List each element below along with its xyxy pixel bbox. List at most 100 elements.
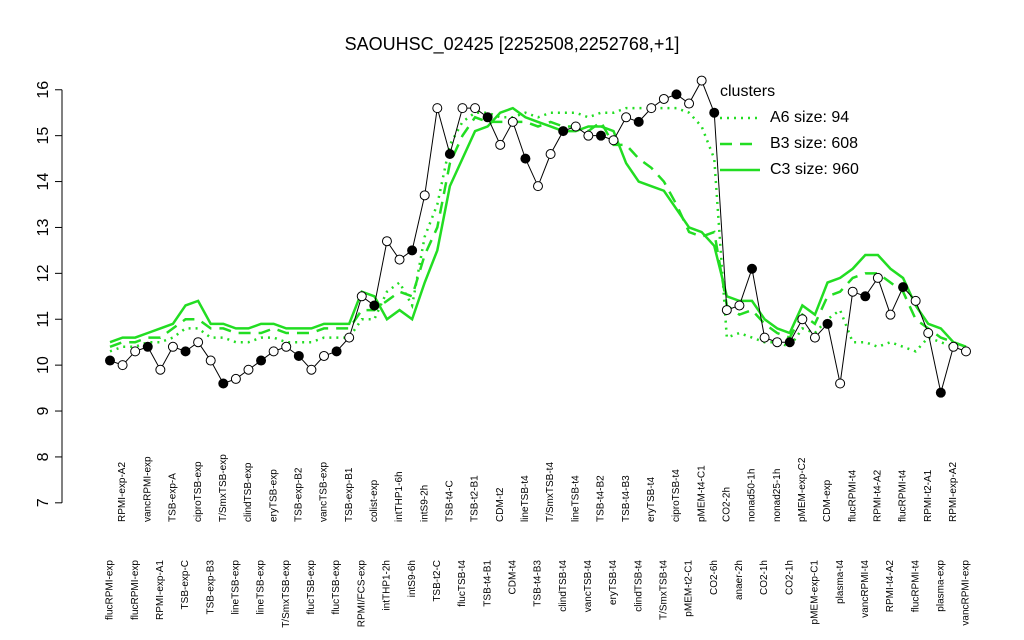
x-tick-label: intTHP1-2h <box>382 560 393 611</box>
expression-point <box>331 346 342 357</box>
expression-point <box>470 103 481 114</box>
expression-point <box>747 263 757 274</box>
expression-point <box>935 387 946 398</box>
y-tick-label: 10 <box>35 356 52 374</box>
x-tick-label: nonad25-1h <box>772 469 783 522</box>
expression-point <box>898 282 909 293</box>
expression-point <box>230 373 241 384</box>
expression-point <box>948 341 959 352</box>
expression-point <box>130 346 141 357</box>
expression-point <box>784 337 795 348</box>
expression-point <box>684 98 695 109</box>
expression-point <box>482 112 493 123</box>
legend-label: B3 size: 608 <box>770 135 858 152</box>
y-tick-label: 15 <box>35 127 52 145</box>
expression-point <box>306 364 317 375</box>
x-tick-label: CO2-1h <box>784 560 795 595</box>
x-tick-label: vancRPMI-exp <box>142 456 153 522</box>
x-tick-label: TSB-t4-B2 <box>596 475 607 522</box>
expression-point <box>394 254 405 265</box>
x-tick-label: CO2-2h <box>721 487 732 522</box>
x-tick-label: CDM-t2 <box>495 487 506 522</box>
expression-point <box>885 309 896 320</box>
expression-point <box>155 364 166 375</box>
expression-point <box>256 355 267 366</box>
x-tick-label: flucRPMI-t4 <box>898 469 909 522</box>
x-tick-label: TSB-t2-C <box>432 560 443 602</box>
expression-point <box>180 346 191 357</box>
x-tick-label: lineTSB-exp <box>256 560 267 615</box>
expression-point <box>105 355 115 366</box>
expression-point <box>520 153 531 164</box>
x-tick-label: clindTSB-t4 <box>558 560 569 612</box>
x-tick-label: T/SmxTSB-exp <box>218 454 229 522</box>
x-tick-label: intS9-2h <box>419 485 430 522</box>
expression-point <box>533 181 543 192</box>
expression-point <box>721 305 732 316</box>
expression-point <box>419 190 430 201</box>
x-tick-label: T/SmxTSB-exp <box>281 560 292 628</box>
cluster-line <box>109 106 967 353</box>
x-tick-label: CDM-t4 <box>507 560 518 595</box>
expression-point <box>583 130 594 141</box>
x-tick-label: pMEM-t4-C1 <box>696 465 707 522</box>
x-tick-label: TSB-exp-C <box>180 560 191 609</box>
x-tick-label: clindTSB-t4 <box>633 560 644 612</box>
expression-point <box>595 130 606 141</box>
x-tick-label: lineTSB-exp <box>231 560 242 615</box>
y-tick-label: 7 <box>35 498 52 507</box>
x-tick-label: pMEM-exp-C1 <box>810 560 821 625</box>
x-tick-label: vancRPMI-exp <box>961 560 972 626</box>
expression-point <box>117 360 128 371</box>
x-tick-label: flucRPMI-exp <box>105 560 116 620</box>
expression-point <box>142 341 153 352</box>
expression-point <box>193 337 204 348</box>
x-tick-label: vancTSB-t4 <box>583 560 594 613</box>
expression-point <box>822 318 833 329</box>
expression-point <box>167 341 178 352</box>
x-tick-label: pMEM-t2-C1 <box>684 560 695 617</box>
x-tick-label: CO2-6h <box>709 560 720 595</box>
expression-point <box>860 291 871 302</box>
expression-point <box>847 286 858 297</box>
x-tick-label: TSB-exp-B1 <box>344 467 355 522</box>
y-tick-label: 9 <box>35 406 52 415</box>
x-tick-label: intS9-6h <box>407 560 418 597</box>
x-tick-label: flucTSB-t4 <box>457 560 468 607</box>
x-tick-label: lineTSB-t4 <box>520 475 531 522</box>
expression-point <box>797 314 808 325</box>
expression-point <box>671 89 682 100</box>
expression-point <box>910 295 921 306</box>
expression-point <box>709 107 720 118</box>
cluster-line <box>109 106 967 348</box>
chart-title: SAOUHSC_02425 [2252508,2252768,+1] <box>345 34 680 55</box>
x-tick-label: flucRPMI-exp <box>130 560 141 620</box>
x-tick-label: T/SmxTSB-t4 <box>545 462 556 522</box>
x-tick-label: lineTSB-t4 <box>570 475 581 522</box>
expression-point <box>772 337 783 348</box>
x-tick-label: T/SmxTSB-t4 <box>659 560 670 620</box>
expression-point <box>218 378 229 389</box>
x-tick-label: RPMI/FCS-exp <box>356 560 367 628</box>
x-tick-label: TSB-exp-B2 <box>293 467 304 522</box>
x-tick-label: TSB-t4-B3 <box>533 560 544 607</box>
x-tick-label: eryTSB-t4 <box>646 477 657 522</box>
y-tick-label: 8 <box>35 452 52 461</box>
expression-point <box>759 332 770 343</box>
expression-point <box>457 103 468 114</box>
x-tick-label: flucRPMI-t4 <box>847 469 858 522</box>
x-tick-label: RPMI-t4-A2 <box>873 469 884 522</box>
expression-point <box>621 112 632 123</box>
expression-point <box>734 300 745 311</box>
x-tick-label: vancTSB-exp <box>319 462 330 522</box>
y-tick-label: 14 <box>35 173 52 191</box>
expression-point <box>319 350 329 361</box>
x-tick-label: TSB-exp-A <box>168 473 179 522</box>
expression-point <box>205 355 216 366</box>
expression-point <box>381 236 392 247</box>
x-tick-label: CDM-exp <box>822 479 833 522</box>
x-tick-label: TSB-t4-B1 <box>482 560 493 607</box>
x-tick-label: RPMI-t2-A1 <box>923 469 934 522</box>
expression-point <box>646 103 657 114</box>
x-tick-label: RPMI-exp-A1 <box>155 560 166 620</box>
